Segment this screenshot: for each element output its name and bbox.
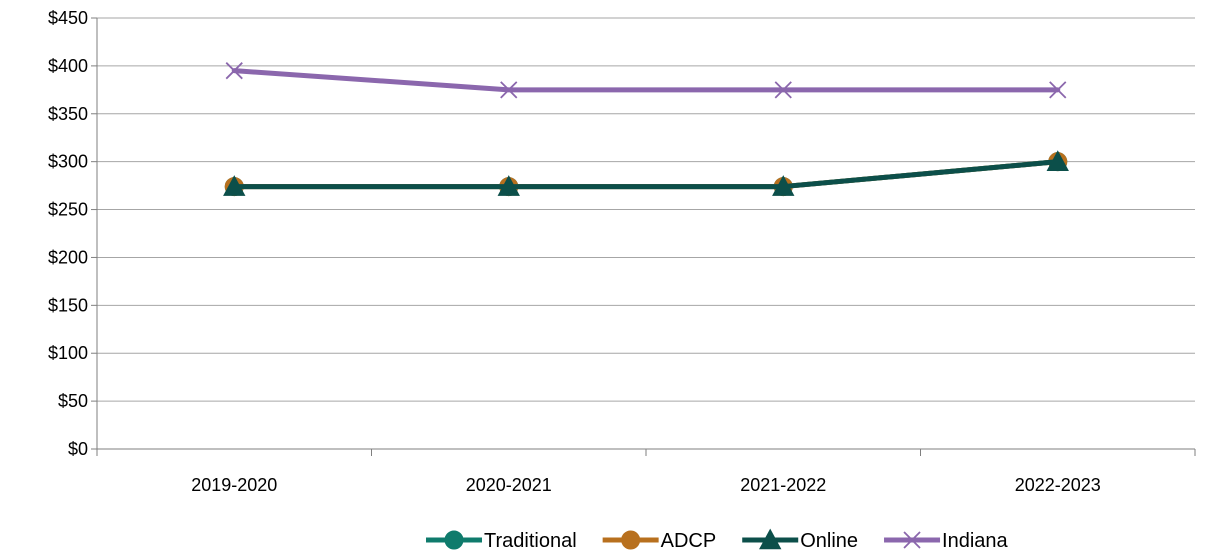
data-point [225, 62, 243, 80]
y-tick-label: $350 [48, 104, 88, 124]
x-tick-label: 2021-2022 [740, 475, 826, 495]
legend-label: Indiana [942, 530, 1008, 552]
series-indiana [225, 62, 1067, 99]
series-online [223, 150, 1069, 196]
y-axis-tick-labels: $0 $50 $100 $150 $200 $250 $300 $350 $400 $450 [48, 8, 88, 459]
data-point [497, 175, 520, 196]
gridlines [97, 17, 1195, 402]
data-point [223, 175, 246, 196]
legend-marker [903, 531, 921, 549]
y-tick-label: $150 [48, 295, 88, 315]
legend-label: ADCP [661, 530, 717, 552]
data-point [772, 175, 795, 196]
y-tick-label: $450 [48, 8, 88, 28]
legend-item-traditional: Traditional [426, 530, 577, 552]
x-axis-tick-labels: 2019-2020 2020-2021 2021-2022 2022-2023 [191, 475, 1101, 495]
legend-item-indiana: Indiana [884, 530, 1009, 552]
x-tick-label: 2020-2021 [466, 475, 552, 495]
series-group [223, 62, 1069, 197]
legend-marker [621, 530, 641, 550]
axes [91, 17, 1196, 456]
y-tick-label: $50 [58, 391, 88, 411]
series-line [231, 68, 1061, 93]
legend-marker [444, 530, 464, 550]
y-tick-label: $0 [68, 439, 88, 459]
x-tick-label: 2022-2023 [1015, 475, 1101, 495]
x-tick-label: 2019-2020 [191, 475, 277, 495]
legend-label: Traditional [484, 530, 577, 552]
legend-item-online: Online [742, 528, 858, 552]
y-tick-label: $200 [48, 247, 88, 267]
data-point [1049, 81, 1067, 99]
series-line [231, 159, 1061, 190]
y-tick-label: $400 [48, 56, 88, 76]
legend-label: Online [800, 530, 858, 552]
y-tick-label: $100 [48, 343, 88, 363]
data-point [774, 81, 792, 99]
legend: Traditional ADCP Online Indiana [426, 528, 1009, 552]
legend-item-adcp: ADCP [602, 530, 717, 552]
data-point [500, 81, 518, 99]
y-tick-label: $250 [48, 200, 88, 220]
legend-marker [759, 528, 782, 550]
data-point [1046, 150, 1069, 171]
y-tick-label: $300 [48, 152, 88, 172]
